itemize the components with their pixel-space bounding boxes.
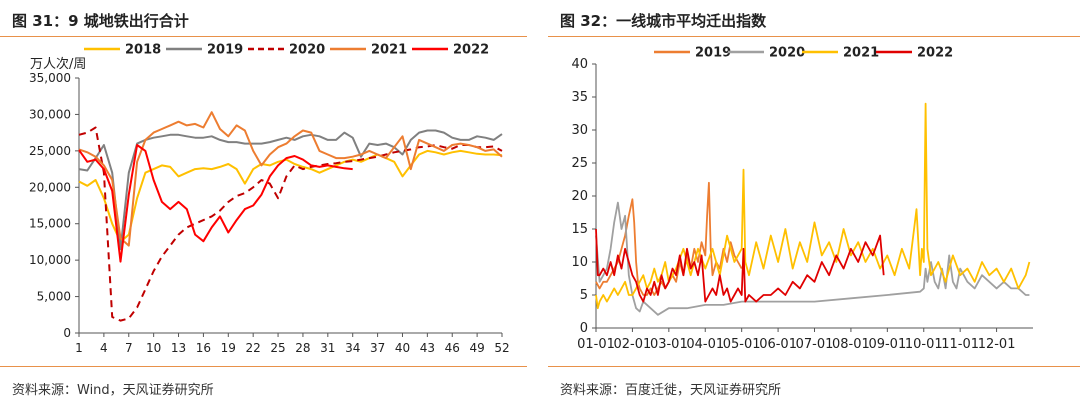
x-tick-label: 34 <box>345 341 360 355</box>
y-tick-label: 25 <box>571 156 588 171</box>
legend-label: 2020 <box>289 43 325 58</box>
x-tick-label: 43 <box>420 341 435 355</box>
x-tick-label: 08-01 <box>832 337 870 352</box>
left-chart-source: 资料来源：Wind，天风证券研究所 <box>12 383 214 398</box>
y-axis-label: 万人次/周 <box>30 56 86 72</box>
series-line-2022 <box>78 144 353 263</box>
x-tick-label: 16 <box>196 341 211 355</box>
left-title-rule <box>0 36 527 37</box>
left-source-rule <box>0 366 527 367</box>
right-chart-panel: 图 32：一线城市平均迁出指数 0 5 10 15 20 25 30 35 40 01-01 02-… <box>548 0 1080 405</box>
x-tick-label: 19 <box>221 341 236 355</box>
y-tick-label: 20,000 <box>29 180 71 194</box>
y-tick-label: 0 <box>580 321 588 336</box>
y-tick-label: 40 <box>571 57 588 72</box>
y-tick-label: 10 <box>571 255 588 270</box>
series-line-2021 <box>78 111 503 247</box>
x-tick-label: 13 <box>171 341 186 355</box>
series-line-2020 <box>595 201 1030 316</box>
left-chart-panel: 图 31：9 城地铁出行合计 0 5,000 10,000 15,000 20,000 2… <box>0 0 527 405</box>
y-tick-label: 15 <box>571 222 588 237</box>
x-tick-label: 01-01 <box>577 337 615 352</box>
x-tick-label: 12-01 <box>978 337 1016 352</box>
y-tick-label: 25,000 <box>29 144 71 158</box>
legend-label: 2019 <box>695 46 731 61</box>
right-chart: 0 5 10 15 20 25 30 35 40 01-0102-0103-0104-0105-0… <box>571 46 1033 352</box>
x-tick-label: 46 <box>445 341 460 355</box>
x-tick-label: 10-01 <box>905 337 943 352</box>
y-tick-label: 15,000 <box>29 217 71 231</box>
right-chart-source: 资料来源：百度迁徙，天风证券研究所 <box>560 383 782 398</box>
x-tick-label: 02-01 <box>614 337 652 352</box>
y-tick-label: 35 <box>571 90 588 105</box>
legend-label: 2021 <box>371 43 407 58</box>
legend-label: 2022 <box>453 43 489 58</box>
y-tick-label: 5 <box>580 288 588 303</box>
x-tick-label: 25 <box>270 341 285 355</box>
x-tick-label: 7 <box>125 341 133 355</box>
right-chart-title: 图 32：一线城市平均迁出指数 <box>560 12 767 30</box>
legend-label: 2020 <box>769 46 805 61</box>
x-tick-label: 03-01 <box>650 337 688 352</box>
legend-label: 2018 <box>125 43 161 58</box>
legend-label: 2021 <box>843 46 879 61</box>
y-tick-label: 5,000 <box>37 290 71 304</box>
legend-label: 2019 <box>207 43 243 58</box>
left-chart-title: 图 31：9 城地铁出行合计 <box>12 12 189 30</box>
x-tick-label: 4 <box>100 341 108 355</box>
y-tick-label: 20 <box>571 189 588 204</box>
y-tick-label: 10,000 <box>29 253 71 267</box>
series-line-2022 <box>595 228 885 303</box>
y-tick-label: 35,000 <box>29 71 71 85</box>
x-tick-label: 22 <box>246 341 261 355</box>
x-tick-label: 06-01 <box>759 337 797 352</box>
x-tick-label: 40 <box>395 341 410 355</box>
x-tick-label: 1 <box>75 341 83 355</box>
legend-label: 2022 <box>917 46 953 61</box>
series-line-2021 <box>595 102 1031 310</box>
left-chart: 0 5,000 10,000 15,000 20,000 25,000 30,000 35,0… <box>29 43 510 356</box>
x-tick-label: 49 <box>469 341 484 355</box>
x-tick-label: 52 <box>494 341 509 355</box>
series-line-2018 <box>78 149 503 243</box>
right-title-rule <box>548 36 1080 37</box>
x-tick-label: 07-01 <box>796 337 834 352</box>
x-tick-label: 28 <box>295 341 310 355</box>
x-tick-label: 09-01 <box>868 337 906 352</box>
x-tick-label: 31 <box>320 341 335 355</box>
y-tick-label: 30 <box>571 123 588 138</box>
y-tick-label: 0 <box>63 326 71 340</box>
x-tick-label: 11-01 <box>941 337 979 352</box>
x-tick-label: 10 <box>146 341 161 355</box>
y-tick-label: 30,000 <box>29 107 71 121</box>
x-tick-label: 37 <box>370 341 385 355</box>
x-tick-label: 04-01 <box>686 337 724 352</box>
x-tick-label: 05-01 <box>723 337 761 352</box>
right-source-rule <box>548 366 1080 367</box>
